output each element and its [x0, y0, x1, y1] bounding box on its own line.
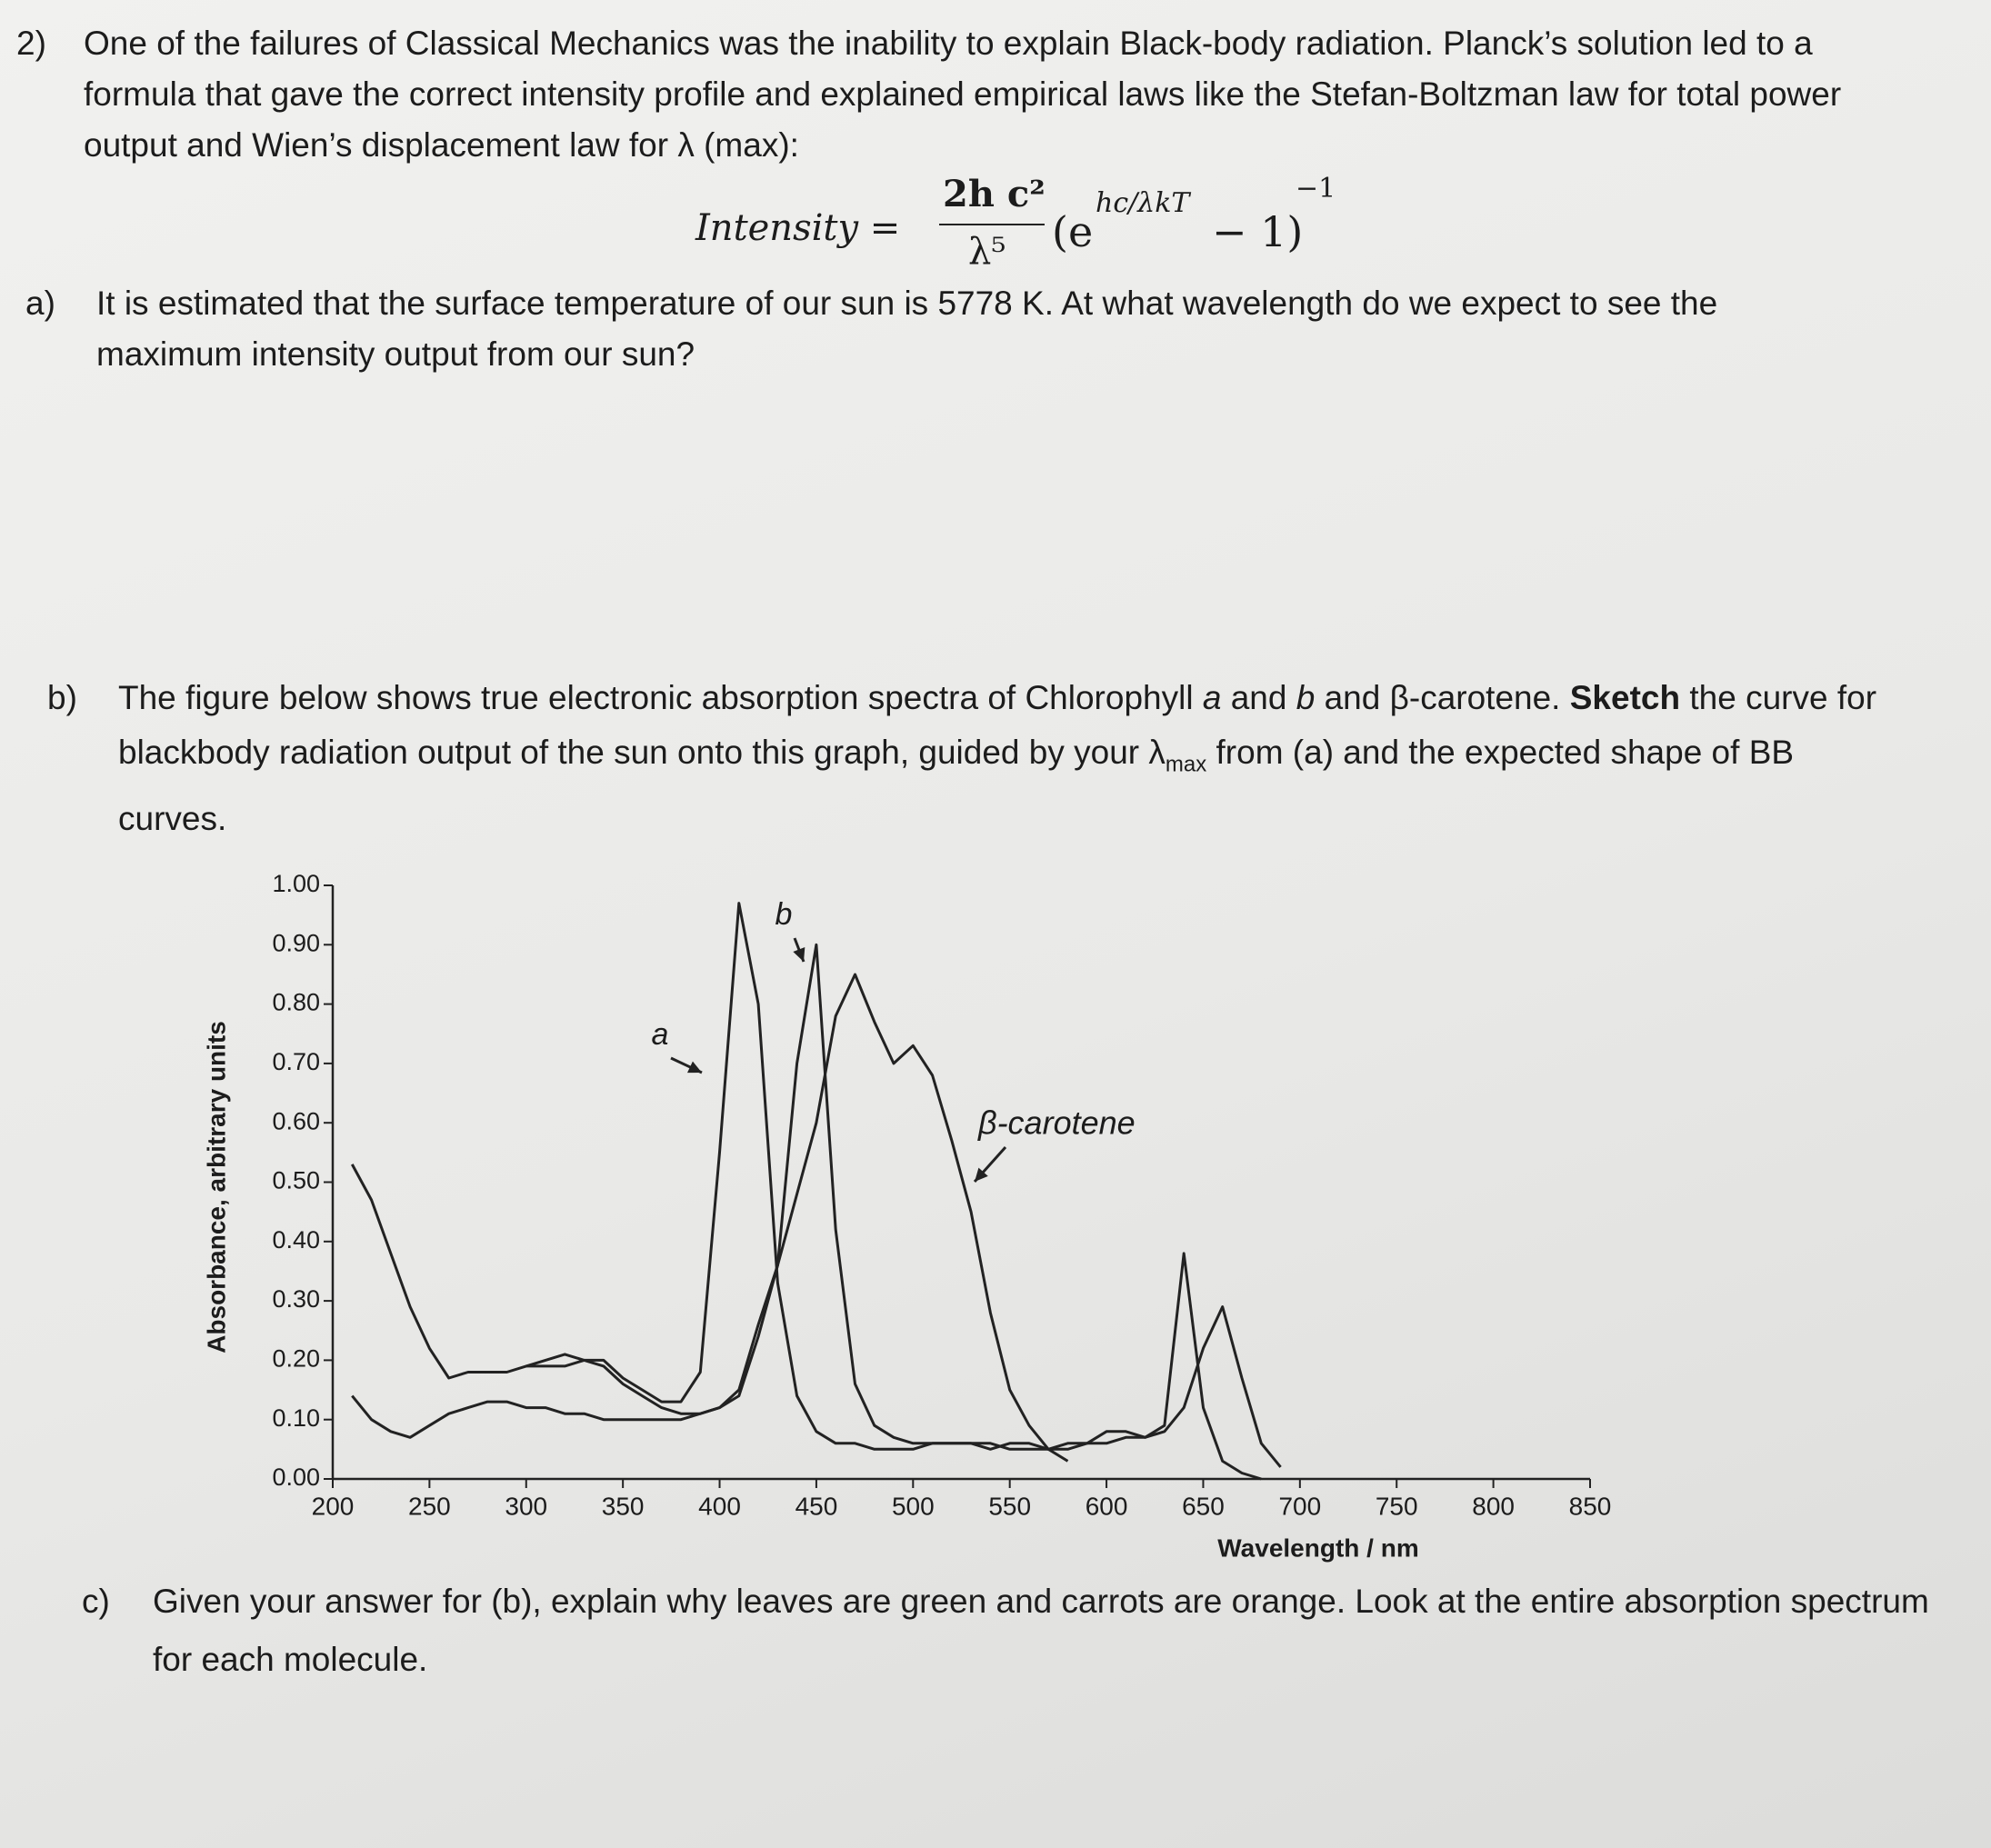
text: and: [1221, 679, 1296, 716]
formula-numerator: 2h c²: [943, 173, 1046, 215]
part-b-text: The figure below shows true electronic a…: [118, 671, 1911, 846]
text: a: [1202, 679, 1222, 716]
formula-lhs: Intensity =: [695, 207, 901, 249]
question: 2) One of the failures of Classical Mech…: [16, 18, 1889, 171]
x-tick-label: 300: [505, 1492, 547, 1520]
text: Sketch: [1569, 679, 1681, 716]
formula-power: −1: [1296, 173, 1336, 205]
arrow-head: [687, 1061, 702, 1074]
series-line: [351, 943, 1282, 1468]
arrow-head: [975, 1167, 988, 1182]
x-tick-label: 400: [698, 1492, 741, 1520]
x-tick-label: 700: [1278, 1492, 1321, 1520]
part-c: c) Given your answer for (b), explain wh…: [82, 1573, 1955, 1689]
x-tick-label: 200: [312, 1492, 355, 1520]
text: from (a) and the expected shape of BB cu…: [118, 734, 1795, 838]
question-number: 2): [16, 25, 46, 62]
text: and β-carotene.: [1315, 679, 1570, 716]
part-a: a) It is estimated that the surface temp…: [25, 278, 1871, 380]
series-label: b: [775, 897, 793, 932]
y-tick-label: 0.40: [272, 1226, 320, 1254]
y-tick-label: 0.90: [272, 929, 320, 956]
part-c-text: Given your answer for (b), explain why l…: [153, 1583, 1929, 1678]
formula-open: (e: [1052, 207, 1094, 256]
formula-tail: − 1): [1212, 207, 1304, 256]
y-tick-label: 0.50: [272, 1167, 320, 1194]
y-tick-label: 1.00: [272, 870, 320, 897]
part-a-label: a): [25, 285, 55, 322]
question-text: One of the failures of Classical Mechani…: [84, 25, 1842, 164]
text: b: [1296, 679, 1316, 716]
y-tick-label: 0.80: [272, 989, 320, 1016]
x-tick-label: 250: [408, 1492, 451, 1520]
part-b: b) The figure below shows true electroni…: [47, 671, 1911, 846]
x-tick-label: 650: [1182, 1492, 1225, 1520]
x-tick-label: 350: [602, 1492, 645, 1520]
series-line: [525, 973, 1069, 1463]
x-tick-label: 800: [1472, 1492, 1515, 1520]
x-axis-title: Wavelength / nm: [1217, 1533, 1418, 1562]
y-tick-label: 0.60: [272, 1107, 320, 1134]
series-label: a: [652, 1017, 669, 1052]
formula-exponent: hc/λkT: [1096, 187, 1190, 219]
part-a-text: It is estimated that the surface tempera…: [96, 285, 1718, 373]
series-line: [350, 902, 1262, 1481]
arrow-head: [793, 947, 805, 962]
part-c-label: c): [82, 1583, 110, 1620]
x-tick-label: 750: [1376, 1492, 1418, 1520]
y-tick-label: 0.30: [272, 1285, 320, 1313]
text: The figure below shows true electronic a…: [118, 679, 1203, 716]
part-b-label: b): [47, 679, 77, 716]
y-tick-label: 0.00: [272, 1463, 320, 1491]
series-label: β-carotene: [977, 1104, 1136, 1142]
y-tick-label: 0.70: [272, 1048, 320, 1075]
y-tick-label: 0.20: [272, 1345, 320, 1373]
x-tick-label: 550: [988, 1492, 1031, 1520]
text: max: [1165, 752, 1207, 777]
x-tick-label: 850: [1569, 1492, 1612, 1520]
formula: Intensity = 2h c² λ⁵ (e hc/λkT − 1) −1: [695, 173, 1423, 273]
x-tick-label: 450: [795, 1492, 838, 1520]
y-tick-label: 0.10: [272, 1404, 320, 1432]
x-tick-label: 600: [1086, 1492, 1128, 1520]
text: the curve for blackbody radiation output…: [118, 679, 1877, 771]
fraction-bar: [939, 224, 1045, 225]
formula-denominator: λ⁵: [968, 231, 1006, 273]
y-axis-title: Absorbance, arbitrary units: [202, 1021, 230, 1354]
x-tick-label: 500: [892, 1492, 935, 1520]
